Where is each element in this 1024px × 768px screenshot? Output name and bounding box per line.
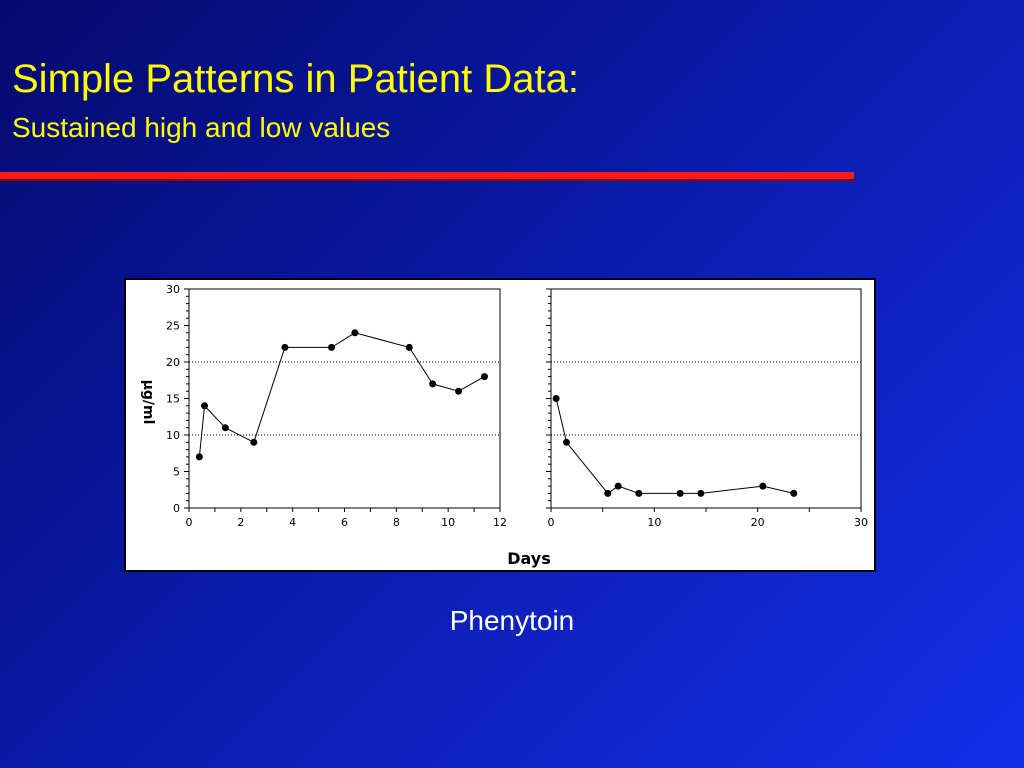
y-tick-label: 5 bbox=[173, 466, 180, 479]
y-tick-label: 10 bbox=[166, 429, 180, 442]
x-tick-label: 10 bbox=[441, 516, 455, 529]
data-point bbox=[635, 489, 643, 497]
slide-subtitle: Sustained high and low values bbox=[12, 112, 391, 143]
chart-panel: µg/ml Days 0 5 10 15 20 25 30 0 2 4 6 8 10 12 0 10 20 30 bbox=[124, 278, 876, 572]
x-tick-label: 2 bbox=[237, 516, 244, 529]
x-tick-label: 4 bbox=[289, 516, 296, 529]
x-tick-label: 6 bbox=[341, 516, 348, 529]
x-tick-label: 30 bbox=[854, 516, 868, 529]
series-line bbox=[198, 332, 485, 457]
data-point bbox=[281, 343, 289, 351]
x-tick-label: 8 bbox=[393, 516, 400, 529]
chart-2: 0 10 20 30 bbox=[546, 288, 868, 529]
series-line bbox=[555, 398, 794, 495]
slide-title: Simple Patterns in Patient Data: bbox=[12, 57, 579, 101]
x-tick-label: 12 bbox=[493, 516, 507, 529]
data-point bbox=[221, 424, 229, 432]
chart-1: 0 5 10 15 20 25 30 0 2 4 6 8 10 12 bbox=[166, 283, 507, 529]
x-tick-label: 0 bbox=[548, 516, 555, 529]
chart-caption: Phenytoin bbox=[449, 605, 575, 636]
y-tick-label: 15 bbox=[166, 393, 180, 406]
title-divider bbox=[0, 172, 854, 181]
x-tick-label: 20 bbox=[751, 516, 765, 529]
y-tick-label: 30 bbox=[166, 283, 180, 296]
y-tick-label: 20 bbox=[166, 356, 180, 369]
data-point bbox=[676, 489, 684, 497]
data-point bbox=[328, 343, 336, 351]
data-point bbox=[697, 489, 705, 497]
x-tick-label: 10 bbox=[647, 516, 661, 529]
y-tick-label: 25 bbox=[166, 320, 180, 333]
data-point bbox=[201, 402, 209, 410]
data-point bbox=[552, 395, 560, 402]
data-point bbox=[563, 438, 570, 446]
data-point bbox=[429, 380, 437, 388]
plot-frame bbox=[550, 288, 862, 509]
data-point bbox=[604, 489, 612, 497]
plot-frame bbox=[188, 288, 501, 509]
data-point bbox=[759, 482, 767, 490]
x-tick-label: 0 bbox=[186, 516, 193, 529]
data-point bbox=[195, 453, 203, 461]
data-point bbox=[790, 489, 798, 497]
data-point bbox=[614, 482, 622, 490]
y-axis-label: µg/ml bbox=[140, 380, 156, 425]
data-point bbox=[405, 343, 413, 351]
chart-svg: µg/ml Days 0 5 10 15 20 25 30 0 2 4 6 8 10 12 0 10 20 30 bbox=[140, 283, 868, 568]
y-tick-label: 0 bbox=[173, 502, 180, 515]
data-point bbox=[480, 373, 488, 381]
data-point bbox=[250, 438, 258, 446]
data-point bbox=[455, 387, 463, 395]
data-point bbox=[351, 329, 359, 337]
x-axis-label: Days bbox=[507, 549, 551, 568]
